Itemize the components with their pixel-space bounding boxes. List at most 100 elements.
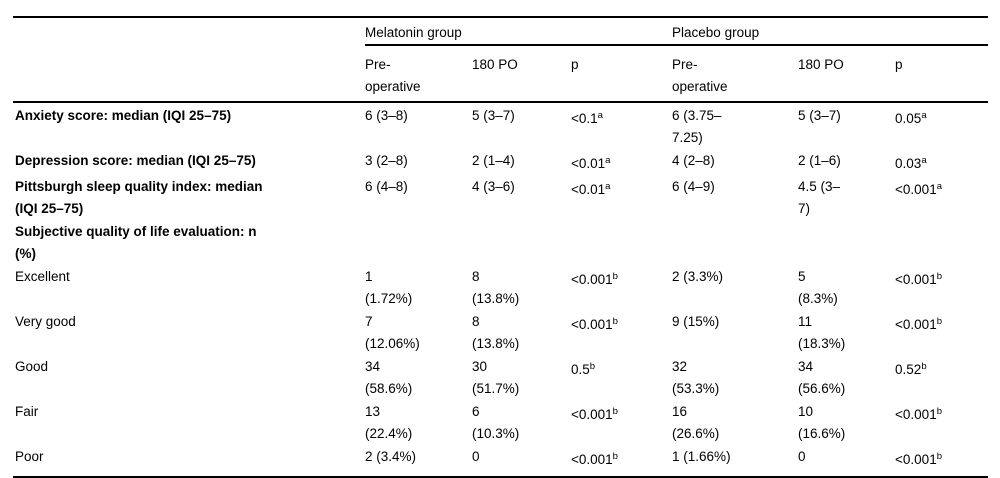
p-value: 0.52 bbox=[895, 362, 922, 377]
column-header-row: Pre- operative 180 PO p Pre- operative 1… bbox=[13, 45, 989, 103]
cell-plac-180po: 11 (18.3%) bbox=[798, 314, 846, 351]
cell-plac-preoperative: 1 (1.66%) bbox=[672, 449, 731, 464]
cell-mel-preoperative: 2 (3.4%) bbox=[365, 449, 417, 464]
p-superscript: b bbox=[936, 271, 942, 282]
p-value: <0.01 bbox=[571, 156, 606, 171]
cell-plac-p: <0.001b bbox=[895, 311, 988, 356]
table-row-excellent: Excellent 1 (1.72%) 8 (13.8%) <0.001b 2 … bbox=[13, 266, 988, 311]
table-row-poor: Poor 2 (3.4%) 0 <0.001b 1 (1.66%) 0 <0.0… bbox=[13, 446, 988, 477]
cell-mel-p: <0.001b bbox=[571, 446, 672, 477]
p-value: 0.05 bbox=[895, 111, 922, 126]
p-superscript: a bbox=[936, 181, 942, 192]
table-row-subjective-qol: Subjective quality of life evaluation: n… bbox=[13, 221, 988, 266]
cell-plac-preoperative: 4 (2–8) bbox=[672, 153, 715, 168]
table-row-very-good: Very good 7 (12.06%) 8 (13.8%) <0.001b 9… bbox=[13, 311, 988, 356]
cell-plac-180po: 5 (8.3%) bbox=[798, 269, 838, 306]
cell-mel-preoperative: 7 (12.06%) bbox=[365, 314, 420, 351]
cell-mel-180po: 4 (3–6) bbox=[472, 179, 515, 194]
outcomes-table: Melatonin group Placebo group Pre- opera… bbox=[13, 16, 989, 478]
p-value: <0.001 bbox=[571, 317, 613, 332]
p-value: <0.1 bbox=[571, 111, 598, 126]
cell-mel-preoperative: 6 (3–8) bbox=[365, 108, 408, 123]
cell-plac-preoperative: 32 (53.3%) bbox=[672, 359, 720, 396]
p-superscript: b bbox=[612, 406, 618, 417]
p-superscript: a bbox=[605, 181, 611, 192]
cell-plac-180po: 0 bbox=[798, 449, 806, 464]
table-row-good: Good 34 (58.6%) 30 (51.7%) 0.5b 32 (53.3… bbox=[13, 356, 988, 401]
row-label: Poor bbox=[15, 449, 44, 464]
table-row-fair: Fair 13 (22.4%) 6 (10.3%) <0.001b 16 (26… bbox=[13, 401, 988, 446]
cell-plac-180po: 4.5 (3– 7) bbox=[798, 179, 841, 216]
row-label: Good bbox=[15, 359, 49, 374]
cell-mel-preoperative: 1 (1.72%) bbox=[365, 269, 413, 306]
group-header-row: Melatonin group Placebo group bbox=[13, 17, 989, 46]
p-superscript: b bbox=[936, 451, 942, 462]
p-value: <0.001 bbox=[895, 272, 937, 287]
col-header-plac-p: p bbox=[895, 45, 989, 103]
table-header: Melatonin group Placebo group Pre- opera… bbox=[13, 17, 989, 103]
group-header-melatonin: Melatonin group bbox=[365, 17, 673, 46]
cell-mel-preoperative bbox=[365, 221, 472, 266]
cell-mel-p: <0.1a bbox=[571, 102, 672, 150]
row-label: Depression score: median (IQI 25–75) bbox=[15, 153, 256, 168]
corner-spacer-2 bbox=[13, 45, 365, 103]
p-superscript: b bbox=[612, 316, 618, 327]
table-row-depression: Depression score: median (IQI 25–75) 3 (… bbox=[13, 150, 988, 176]
p-superscript: a bbox=[605, 155, 611, 166]
cell-mel-180po: 8 (13.8%) bbox=[472, 314, 520, 351]
cell-mel-180po: 30 (51.7%) bbox=[472, 359, 520, 396]
col-header-plac-180po: 180 PO bbox=[798, 45, 896, 103]
cell-plac-preoperative: 2 (3.3%) bbox=[672, 269, 724, 284]
p-value: <0.001 bbox=[895, 407, 937, 422]
cell-plac-p: <0.001b bbox=[895, 401, 988, 446]
cell-mel-180po: 0 bbox=[472, 449, 480, 464]
col-header-mel-preoperative: Pre- operative bbox=[365, 45, 472, 103]
p-value: <0.001 bbox=[895, 317, 937, 332]
cell-plac-180po bbox=[798, 221, 895, 266]
table-body: Anxiety score: median (IQI 25–75) 6 (3–8… bbox=[13, 102, 988, 477]
row-label: Pittsburgh sleep quality index: median (… bbox=[15, 179, 263, 216]
cell-plac-180po: 5 (3–7) bbox=[798, 108, 841, 123]
cell-plac-p: <0.001b bbox=[895, 446, 988, 477]
p-value: <0.001 bbox=[571, 272, 613, 287]
corner-spacer bbox=[13, 17, 365, 45]
cell-mel-180po: 2 (1–4) bbox=[472, 153, 515, 168]
row-label: Very good bbox=[15, 314, 76, 329]
p-superscript: b bbox=[921, 361, 927, 372]
cell-mel-p: <0.001b bbox=[571, 266, 672, 311]
p-value: <0.01 bbox=[571, 182, 606, 197]
group-header-placebo: Placebo group bbox=[672, 17, 989, 46]
row-label: Anxiety score: median (IQI 25–75) bbox=[15, 108, 232, 123]
cell-plac-p: 0.52b bbox=[895, 356, 988, 401]
col-header-mel-p: p bbox=[571, 45, 673, 103]
p-superscript: b bbox=[612, 451, 618, 462]
col-header-mel-180po: 180 PO bbox=[472, 45, 571, 103]
p-value: 0.5 bbox=[571, 362, 590, 377]
cell-mel-p: 0.5b bbox=[571, 356, 672, 401]
cell-plac-180po: 10 (16.6%) bbox=[798, 404, 846, 441]
cell-mel-p bbox=[571, 221, 672, 266]
cell-mel-180po: 5 (3–7) bbox=[472, 108, 515, 123]
p-value: <0.001 bbox=[895, 182, 937, 197]
table-row-anxiety: Anxiety score: median (IQI 25–75) 6 (3–8… bbox=[13, 102, 988, 150]
p-superscript: a bbox=[921, 110, 927, 121]
cell-mel-p: <0.01a bbox=[571, 150, 672, 176]
cell-mel-180po bbox=[472, 221, 571, 266]
cell-plac-p: <0.001a bbox=[895, 176, 988, 221]
cell-plac-180po: 34 (56.6%) bbox=[798, 359, 846, 396]
cell-mel-p: <0.001b bbox=[571, 311, 672, 356]
cell-plac-p bbox=[895, 221, 988, 266]
p-superscript: b bbox=[936, 406, 942, 417]
cell-plac-preoperative: 9 (15%) bbox=[672, 314, 720, 329]
p-value: <0.001 bbox=[571, 407, 613, 422]
cell-plac-p: 0.03a bbox=[895, 150, 988, 176]
cell-mel-p: <0.01a bbox=[571, 176, 672, 221]
p-superscript: a bbox=[597, 110, 603, 121]
p-value: 0.03 bbox=[895, 156, 922, 171]
p-superscript: b bbox=[936, 316, 942, 327]
cell-mel-preoperative: 6 (4–8) bbox=[365, 179, 408, 194]
col-header-plac-preoperative: Pre- operative bbox=[672, 45, 799, 103]
p-value: <0.001 bbox=[895, 452, 937, 467]
cell-plac-p: 0.05a bbox=[895, 102, 988, 150]
